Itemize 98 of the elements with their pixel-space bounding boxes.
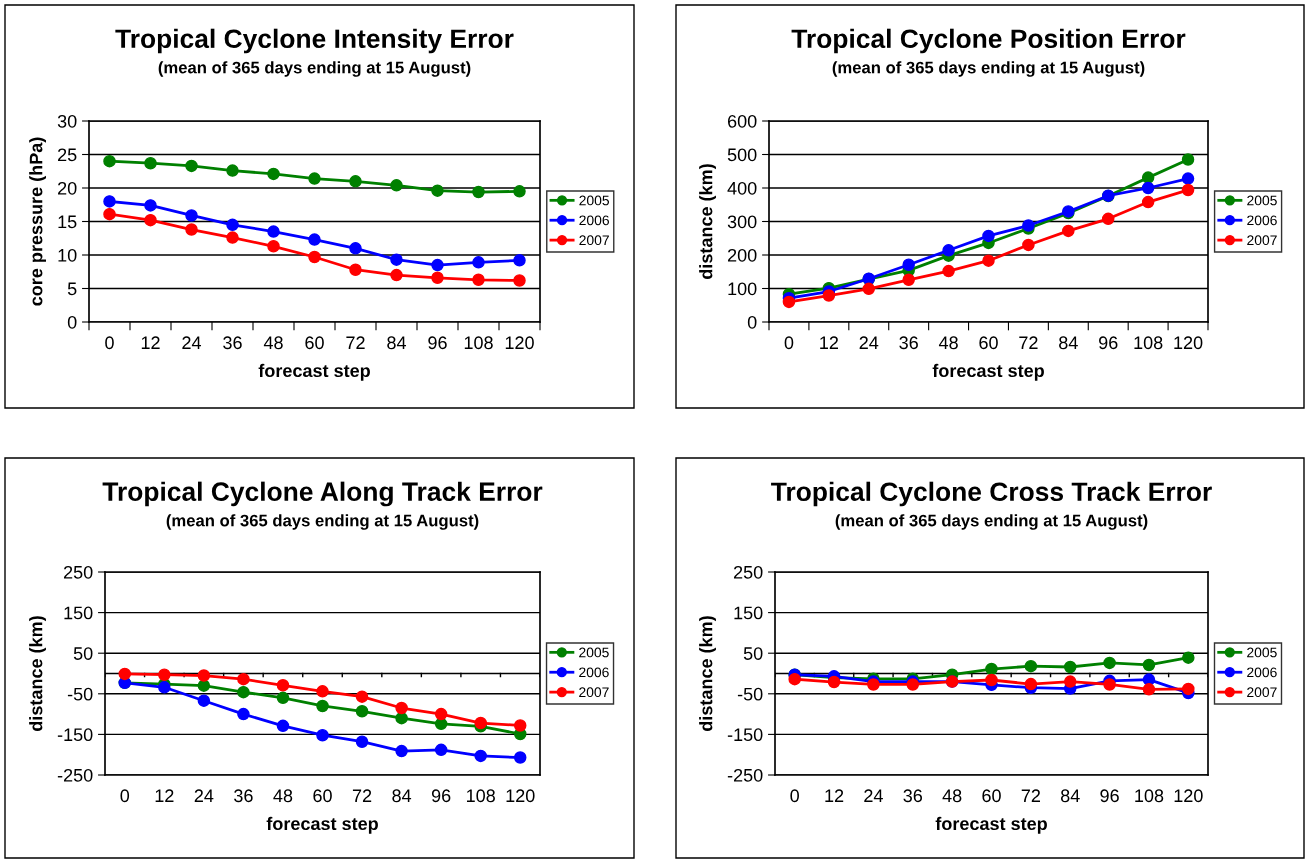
legend-label: 2006: [579, 215, 609, 226]
legend-label: 2005: [1247, 195, 1277, 206]
x-tick-label: 96: [428, 336, 447, 350]
legend-label: 2006: [1247, 667, 1277, 678]
legend-label: 2007: [579, 687, 609, 698]
chart-title: Tropical Cyclone Position Error: [791, 28, 1186, 54]
x-tick-label: 96: [1099, 336, 1118, 350]
y-tick-label: 15: [58, 215, 77, 229]
chart-title: Tropical Cyclone Along Track Error: [102, 481, 543, 507]
x-tick-label: 84: [1060, 789, 1080, 803]
x-tick-label: 0: [784, 336, 794, 350]
y-tick-label: 30: [57, 114, 77, 128]
x-tick-label: 60: [305, 336, 324, 350]
y-tick-label: 25: [58, 148, 77, 162]
y-tick-label: 250: [63, 565, 93, 579]
x-tick-label: 108: [1135, 789, 1164, 803]
y-tick-label: 50: [743, 647, 763, 660]
legend-label: 2005: [1247, 647, 1277, 658]
x-tick-label: 84: [1059, 336, 1078, 350]
y-tick-label: 0: [747, 315, 757, 329]
y-tick-label: -250: [727, 768, 763, 782]
x-tick-label: 60: [982, 789, 1001, 803]
x-axis-title: forecast step: [258, 363, 370, 381]
y-tick-label: 100: [728, 282, 757, 296]
y-tick-label: 10: [58, 248, 77, 262]
x-tick-label: 120: [1174, 336, 1203, 350]
x-tick-label: 0: [105, 336, 114, 350]
chart-subtitle: (mean of 365 days ending at 15 August): [835, 514, 1148, 530]
y-tick-label: -50: [67, 687, 93, 701]
y-tick-label: -250: [57, 768, 93, 782]
x-tick-label: 60: [313, 789, 332, 803]
legend-label: 2007: [1247, 687, 1277, 698]
legend-label: 2006: [1247, 215, 1277, 226]
x-tick-label: 108: [1134, 336, 1163, 350]
x-tick-label: 24: [194, 789, 214, 802]
x-axis-title: forecast step: [266, 816, 378, 834]
x-tick-label: 96: [1100, 789, 1119, 803]
x-tick-label: 72: [1019, 336, 1038, 349]
chart-subtitle: (mean of 365 days ending at 15 August): [832, 61, 1145, 77]
x-tick-label: 48: [273, 789, 293, 803]
x-tick-label: 24: [859, 336, 879, 349]
y-tick-label: 600: [727, 114, 757, 128]
x-tick-label: 0: [790, 789, 799, 803]
y-tick-label: 250: [733, 565, 763, 579]
y-tick-label: 200: [727, 248, 757, 262]
chart-title: Tropical Cyclone Intensity Error: [115, 28, 514, 54]
y-axis-title: core pressure (hPa): [29, 137, 46, 306]
x-tick-label: 84: [387, 336, 407, 350]
y-tick-label: 50: [73, 647, 93, 660]
x-tick-label: 48: [263, 336, 283, 350]
y-tick-label: 400: [727, 181, 757, 195]
chart-title: Tropical Cyclone Cross Track Error: [771, 481, 1212, 507]
x-tick-label: 72: [352, 789, 372, 802]
x-tick-label: 24: [182, 336, 202, 349]
x-tick-label: 0: [120, 789, 130, 803]
x-tick-label: 120: [1174, 789, 1203, 803]
y-tick-label: 500: [727, 148, 757, 162]
x-axis-title: forecast step: [935, 816, 1047, 834]
y-tick-label: 20: [58, 181, 77, 195]
chart-subtitle: (mean of 365 days ending at 15 August): [158, 61, 471, 77]
y-axis-title: distance (km): [699, 616, 716, 731]
x-tick-label: 48: [942, 789, 962, 803]
x-tick-label: 36: [223, 336, 242, 350]
y-axis-title: distance (km): [699, 164, 716, 279]
y-tick-label: -150: [57, 728, 93, 742]
x-tick-label: 72: [346, 336, 365, 349]
x-tick-label: 12: [155, 789, 174, 802]
x-tick-label: 108: [464, 336, 493, 350]
y-tick-label: 300: [727, 215, 757, 229]
x-tick-label: 72: [1021, 789, 1040, 802]
y-tick-label: 150: [64, 606, 93, 620]
x-tick-label: 120: [505, 336, 534, 350]
legend-label: 2007: [579, 235, 609, 246]
y-tick-label: -50: [737, 687, 763, 701]
x-tick-label: 84: [392, 789, 412, 803]
x-tick-label: 60: [979, 336, 998, 350]
x-tick-label: 120: [506, 789, 535, 803]
legend-label: 2005: [579, 647, 609, 658]
x-tick-label: 12: [820, 336, 838, 349]
x-tick-label: 36: [899, 336, 918, 350]
chart-subtitle: (mean of 365 days ending at 15 August): [166, 514, 479, 530]
x-axis-title: forecast step: [932, 363, 1044, 381]
x-tick-label: 36: [234, 789, 253, 803]
x-tick-label: 108: [467, 789, 495, 803]
x-tick-label: 12: [825, 789, 844, 802]
y-tick-label: -150: [727, 728, 763, 742]
y-tick-label: 5: [67, 282, 77, 296]
x-tick-label: 96: [431, 789, 451, 803]
y-tick-label: 150: [734, 606, 763, 620]
legend-label: 2007: [1247, 235, 1277, 246]
y-tick-label: 0: [67, 315, 77, 329]
y-axis-title: distance (km): [29, 616, 46, 731]
x-tick-label: 48: [938, 336, 958, 350]
x-tick-label: 24: [864, 789, 883, 802]
legend-label: 2005: [579, 195, 610, 206]
legend-label: 2006: [579, 667, 609, 678]
x-tick-label: 36: [903, 789, 923, 803]
x-tick-label: 12: [141, 336, 160, 349]
